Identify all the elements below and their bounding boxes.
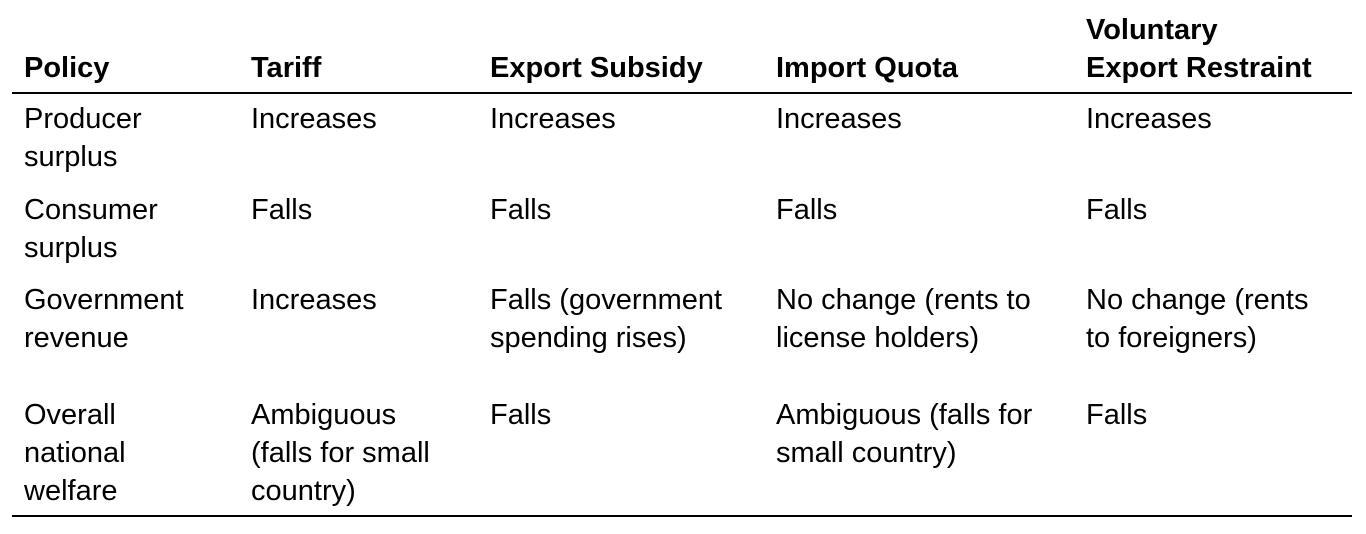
row-government-revenue-ver: No change (rents to foreigners) [1086,284,1309,354]
header-policy: Policy [24,52,110,84]
row-overall-national-welfare-ver: Falls [1086,399,1148,431]
table-bottom-rule [12,515,1352,517]
row-overall-national-welfare-export-subsidy: Falls [490,399,552,431]
row-consumer-surplus-import-quota: Falls [776,194,838,226]
row-overall-national-welfare-tariff: Ambiguous (falls for small country) [251,399,430,507]
row-government-revenue-tariff: Increases [251,284,377,316]
policy-comparison-table: Policy Tariff Export Subsidy Import Quot… [12,0,1352,534]
row-government-revenue-label: Government revenue [24,284,184,354]
row-producer-surplus-export-subsidy: Increases [490,103,616,135]
row-consumer-surplus-export-subsidy: Falls [490,194,552,226]
row-government-revenue-export-subsidy: Falls (government spending rises) [490,284,723,354]
header-voluntary-export-restraint: Voluntary Export Restraint [1086,11,1312,87]
header-ver-line-2: Export Restraint [1086,52,1312,84]
row-producer-surplus-ver: Increases [1086,103,1212,135]
header-tariff: Tariff [251,52,322,84]
row-producer-surplus-label: Producer surplus [24,103,142,173]
row-overall-national-welfare-import-quota: Ambiguous (falls for small country) [776,399,1033,469]
header-import-quota: Import Quota [776,52,959,84]
row-overall-national-welfare-label: Overall national welfare [24,399,126,507]
row-consumer-surplus-label: Consumer surplus [24,194,158,264]
row-producer-surplus-tariff: Increases [251,103,377,135]
row-producer-surplus-import-quota: Increases [776,103,902,135]
row-consumer-surplus-ver: Falls [1086,194,1148,226]
header-divider [12,92,1352,94]
row-consumer-surplus-tariff: Falls [251,194,313,226]
header-export-subsidy: Export Subsidy [490,52,703,84]
header-ver-line-1: Voluntary [1086,14,1218,46]
row-government-revenue-import-quota: No change (rents to license holders) [776,284,1031,354]
